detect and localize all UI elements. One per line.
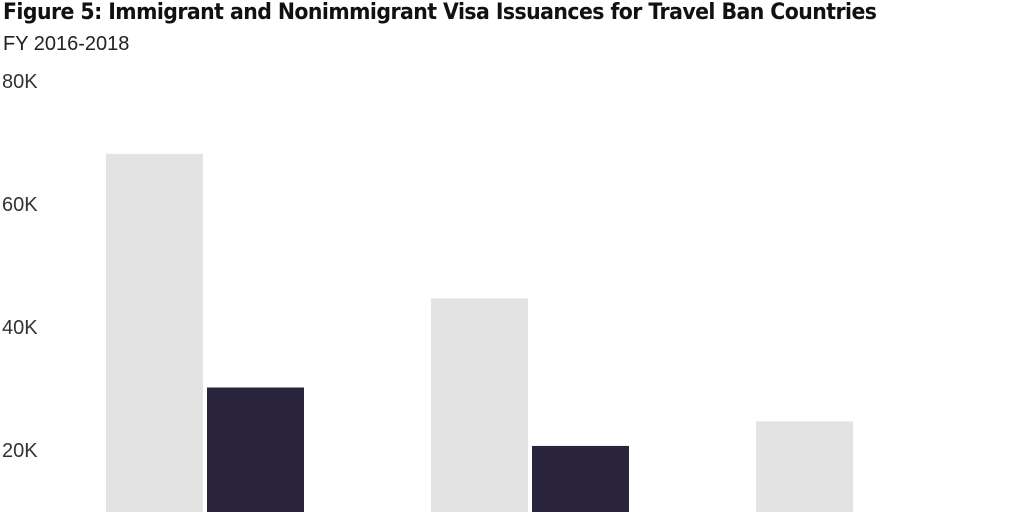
y-tick-label: 40K <box>2 317 38 339</box>
bar-light <box>431 298 528 512</box>
chart-title: Figure 5: Immigrant and Nonimmigrant Vis… <box>3 0 877 25</box>
bar-light <box>756 421 853 512</box>
y-tick-label: 80K <box>2 71 38 93</box>
bar-dark <box>207 387 304 512</box>
y-tick-label: 20K <box>2 440 38 462</box>
chart-subtitle: FY 2016-2018 <box>3 33 130 55</box>
y-tick-label: 60K <box>2 194 38 216</box>
bar-dark <box>532 445 629 512</box>
bar-light <box>106 153 203 512</box>
